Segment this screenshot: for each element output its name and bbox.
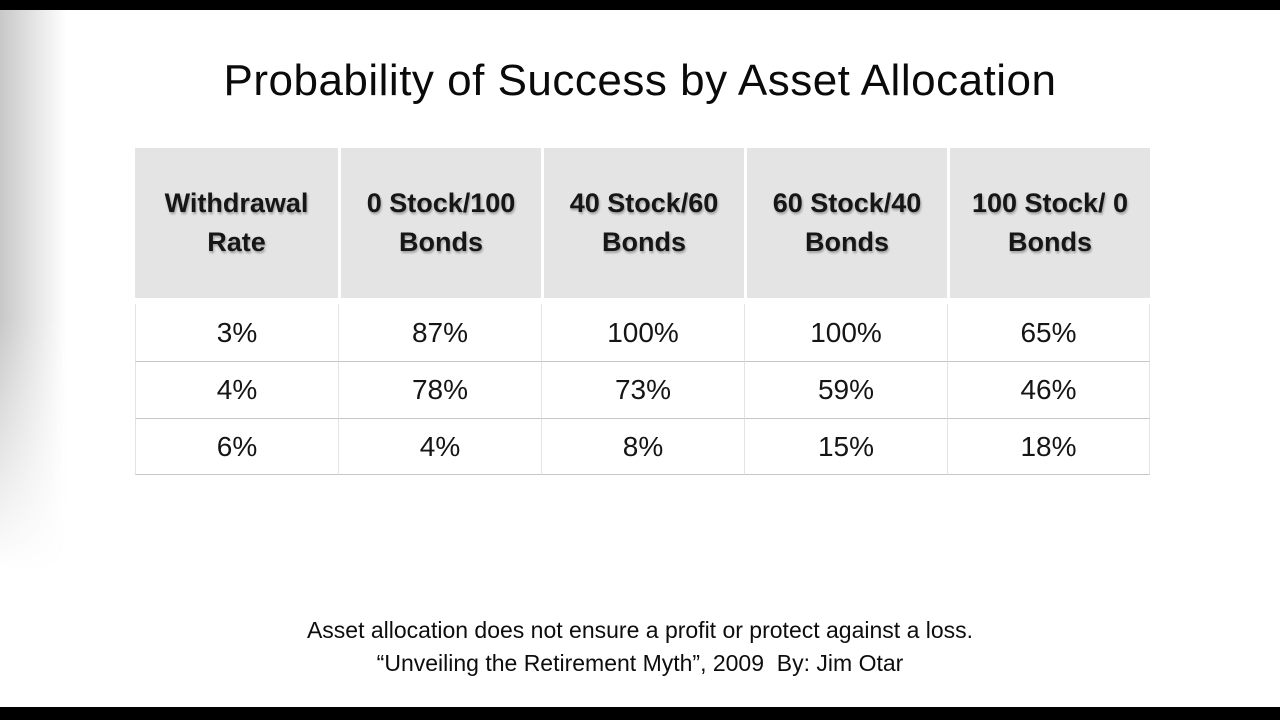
table-row: 6% 4% 8% 15% 18% [135, 418, 1150, 475]
table-cell: 15% [744, 418, 947, 475]
table-cell: 59% [744, 361, 947, 418]
table-cell: 4% [338, 418, 541, 475]
footer-disclaimer: Asset allocation does not ensure a profi… [306, 617, 974, 643]
header-100-stock-0-bonds: 100 Stock/ 0 Bonds [947, 148, 1150, 304]
table-cell: 46% [947, 361, 1150, 418]
footer-citation: “Unveiling the Retirement Myth”, 2009 By… [376, 650, 904, 676]
top-letterbox-bar [0, 0, 1280, 10]
header-40-stock-60-bonds: 40 Stock/60 Bonds [541, 148, 744, 304]
table-cell: 65% [947, 304, 1150, 361]
table-cell: 73% [541, 361, 744, 418]
table-cell: 6% [135, 418, 338, 475]
table-cell: 8% [541, 418, 744, 475]
table-cell: 100% [541, 304, 744, 361]
table-cell: 18% [947, 418, 1150, 475]
table-row: 3% 87% 100% 100% 65% [135, 304, 1150, 361]
bottom-letterbox-bar [0, 707, 1280, 720]
header-withdrawal-rate: Withdrawal Rate [135, 148, 338, 304]
table-cell: 4% [135, 361, 338, 418]
header-0-stock-100-bonds: 0 Stock/100 Bonds [338, 148, 541, 304]
footer: Asset allocation does not ensure a profi… [0, 614, 1280, 680]
table-cell: 87% [338, 304, 541, 361]
table-cell: 78% [338, 361, 541, 418]
allocation-table: Withdrawal Rate 0 Stock/100 Bonds 40 Sto… [135, 148, 1150, 475]
header-60-stock-40-bonds: 60 Stock/40 Bonds [744, 148, 947, 304]
table-row: 4% 78% 73% 59% 46% [135, 361, 1150, 418]
table-cell: 3% [135, 304, 338, 361]
table-cell: 100% [744, 304, 947, 361]
table-header-row: Withdrawal Rate 0 Stock/100 Bonds 40 Sto… [135, 148, 1150, 304]
slide-title: Probability of Success by Asset Allocati… [223, 56, 1057, 105]
